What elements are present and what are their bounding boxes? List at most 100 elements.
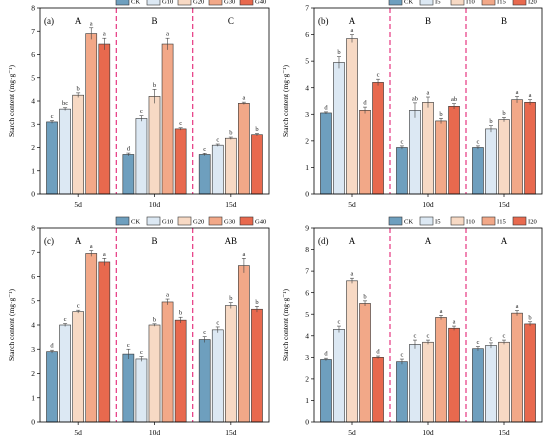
y-tick-label: 3 <box>305 353 309 362</box>
legend-label: G40 <box>255 0 267 6</box>
legend-swatch <box>208 0 223 6</box>
bar <box>224 305 237 423</box>
y-tick-label: 6 <box>31 50 35 59</box>
y-tick-label: 6 <box>31 272 35 281</box>
legend-label: I10 <box>466 219 475 226</box>
significance-label: a <box>242 251 245 258</box>
y-tick-label: 2 <box>305 374 309 383</box>
legend-swatch <box>239 216 254 226</box>
bar <box>346 280 358 423</box>
bar <box>251 308 263 423</box>
group-letter: A <box>75 236 82 246</box>
y-axis-title: Starch content (mg·g⁻¹) <box>281 288 290 361</box>
significance-label: a <box>90 20 93 27</box>
y-tick-label: 1 <box>305 396 309 405</box>
significance-label: b <box>179 310 182 317</box>
bar <box>396 361 408 423</box>
bar <box>224 137 237 195</box>
bar <box>251 134 263 195</box>
bar <box>174 319 187 423</box>
significance-label: c <box>490 335 493 342</box>
y-axis-title: Starch content (mg·g⁻¹) <box>7 64 16 137</box>
significance-label: a <box>90 243 93 250</box>
significance-label: d <box>363 100 367 107</box>
y-tick-label: 0 <box>305 418 309 427</box>
legend-swatch <box>388 0 403 6</box>
bar <box>98 261 111 423</box>
legend-swatch <box>512 216 527 226</box>
significance-label: c <box>77 303 80 310</box>
significance-label: c <box>127 342 130 349</box>
y-tick-label: 5 <box>31 296 35 305</box>
legend-label: G10 <box>162 0 174 6</box>
legend-swatch <box>208 216 223 226</box>
bar <box>472 348 484 423</box>
y-tick-label: 8 <box>31 224 35 233</box>
bar <box>135 118 148 195</box>
bar <box>59 108 71 195</box>
legend-swatch <box>450 216 465 226</box>
significance-label: b <box>77 85 80 92</box>
significance-label: b <box>229 130 232 137</box>
bar <box>320 112 332 195</box>
significance-label: c <box>216 319 219 326</box>
legend-label: G40 <box>255 219 267 226</box>
x-tick-label: 15d <box>225 428 237 437</box>
significance-label: c <box>377 72 380 79</box>
legend-label: I15 <box>497 0 506 6</box>
bar <box>122 353 135 423</box>
y-axis-title: Starch content (mg·g⁻¹) <box>281 64 290 137</box>
bar <box>59 324 71 423</box>
x-tick-label: 10d <box>422 200 434 209</box>
group-letter: B <box>501 16 507 26</box>
y-tick-label: 5 <box>305 310 309 319</box>
panel-label: (c) <box>44 236 54 246</box>
bar <box>359 110 371 195</box>
bar <box>238 103 250 195</box>
bar <box>238 265 250 423</box>
bar <box>511 99 523 195</box>
plot-frame <box>39 227 270 423</box>
bar <box>161 43 174 195</box>
y-tick-label: 1 <box>31 393 35 402</box>
y-tick-label: 6 <box>305 288 309 297</box>
y-tick-label: 4 <box>31 97 35 106</box>
significance-label: b <box>153 82 156 89</box>
x-tick-label: 5d <box>74 200 82 209</box>
y-tick-label: 7 <box>31 248 35 257</box>
bar <box>333 62 345 195</box>
y-tick-label: 7 <box>305 267 309 276</box>
significance-label: c <box>338 319 341 326</box>
x-tick-label: 15d <box>225 200 237 209</box>
significance-label: b <box>439 111 442 118</box>
bar <box>161 301 174 423</box>
bar <box>85 253 98 423</box>
significance-label: c <box>140 108 143 115</box>
y-tick-label: 4 <box>305 83 309 92</box>
legend-label: G10 <box>162 219 174 226</box>
y-tick-label: 0 <box>305 190 309 199</box>
significance-label: b <box>255 299 258 306</box>
bar <box>498 341 510 423</box>
y-tick-label: 5 <box>31 73 35 82</box>
legend-label: G30 <box>224 219 236 226</box>
plot-frame <box>39 7 270 195</box>
significance-label: a <box>103 31 106 38</box>
panel-c: 0 1 2 3 4 5 6 7 8 Starch content (mg·g⁻¹) A 5d d c c a a… <box>7 216 270 437</box>
legend-label: I5 <box>435 0 441 6</box>
significance-label: a <box>516 89 519 96</box>
legend-swatch <box>177 0 192 6</box>
legend-swatch <box>388 216 403 226</box>
bar <box>409 344 421 423</box>
bar <box>122 154 135 195</box>
panel-d: 0 1 2 3 4 5 6 7 8 9 Starch content (mg·g⁻¹) A 5d d c a b… <box>281 216 543 437</box>
significance-label: a <box>453 319 456 326</box>
y-tick-label: 0 <box>31 418 35 427</box>
legend-label: CK <box>131 0 140 6</box>
bar <box>333 329 345 423</box>
bar <box>372 357 384 423</box>
x-tick-label: 5d <box>348 428 356 437</box>
legend-swatch <box>512 0 527 6</box>
bar <box>46 121 58 195</box>
y-tick-label: 8 <box>305 245 309 254</box>
